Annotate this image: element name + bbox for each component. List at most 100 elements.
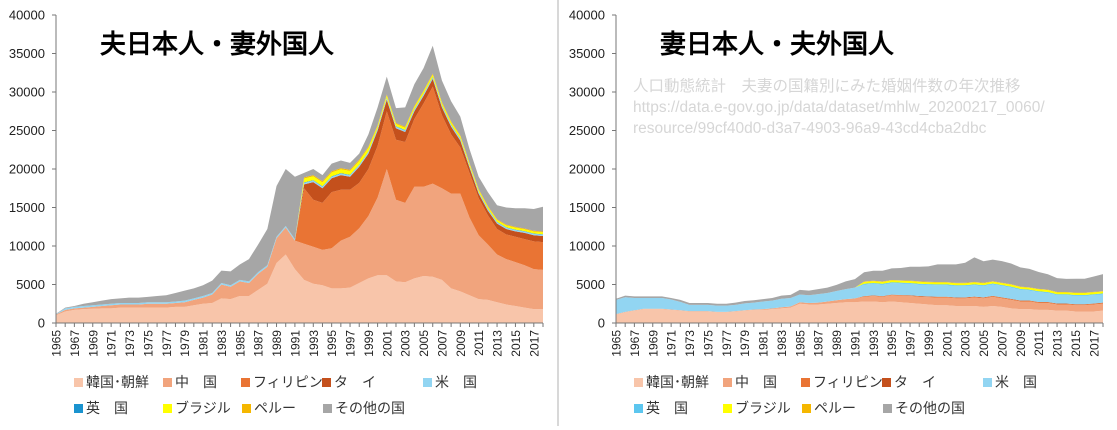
legend-item: フィリピン [241,372,323,392]
x-tick-label: 1999 [362,330,376,357]
legend-swatch [242,403,251,413]
x-tick-label: 1993 [307,330,321,357]
legend-label: ペルー [814,401,856,417]
y-tick-label: 15000 [9,200,45,215]
legend-label: タ イ [334,375,376,391]
legend-swatch [74,377,83,387]
x-tick-label: 1995 [325,330,339,357]
legend-label: タ イ [894,375,936,391]
legend-item: ブラジル [723,398,791,418]
legend-swatch [802,403,811,413]
y-tick-label: 20000 [9,162,45,177]
x-tick-label: 1995 [885,330,899,357]
x-tick-label: 2015 [1069,330,1083,357]
x-tick-label: 1969 [646,330,660,357]
legend-label: 米 国 [435,375,477,391]
legend-item: ペルー [802,398,856,418]
chart-husband-japanese: 0 5000 10000 15000 20000 25000 30000 35000 40000… [0,0,557,426]
legend-item: 英 国 [74,398,128,418]
legend-label: ペルー [254,401,296,417]
chart-plot: 0 5000 10000 15000 20000 25000 30000 35000 40000… [9,8,544,357]
x-tick-label: 1979 [738,330,752,357]
x-tick-label: 1967 [628,330,642,357]
legend-item: 中 国 [163,372,217,392]
area-series-0 [616,301,1103,323]
annotation-line: resource/99cf40d0-d3a7-4903-96a9-43cd4cb… [633,120,987,137]
x-tick-label: 1977 [720,330,734,357]
y-tick-label: 25000 [569,123,605,138]
y-tick-label: 35000 [9,46,45,61]
y-tick-label: 40000 [569,8,605,23]
legend-swatch [723,403,732,413]
x-tick-label: 2005 [977,330,991,357]
chart-plot: 0 5000 10000 15000 20000 25000 30000 35000 40000… [569,8,1104,357]
x-tick-label: 2017 [1087,330,1101,357]
legend-swatch [163,403,172,413]
legend-label: 中 国 [735,375,777,391]
area-series-2 [56,86,543,315]
x-tick-label: 1989 [270,330,284,357]
x-tick-label: 1997 [904,330,918,357]
area-series-1 [56,169,543,316]
area-series-8 [56,45,543,315]
x-tick-label: 1983 [215,330,229,357]
y-tick-label: 5000 [576,277,605,292]
x-tick-label: 2009 [454,330,468,357]
legend-item: ブラジル [163,398,231,418]
y-tick-label: 0 [598,316,605,331]
x-tick-label: 1991 [848,330,862,357]
x-tick-label: 1971 [665,330,679,357]
legend-label: その他の国 [335,401,405,417]
legend-swatch [323,403,332,413]
legend-swatch [983,377,992,387]
x-tick-label: 2015 [509,330,523,357]
annotation-line: https://data.e-gov.go.jp/data/dataset/mh… [633,99,1045,116]
x-tick-label: 1977 [160,330,174,357]
legend-item: 韓国･朝鮮 [634,372,709,392]
x-tick-label: 1993 [867,330,881,357]
x-tick-label: 2007 [995,330,1009,357]
x-tick-label: 1967 [68,330,82,357]
legend-item: 米 国 [983,372,1037,392]
legend-item: タ イ [882,372,936,392]
x-tick-label: 1987 [812,330,826,357]
legend-label: 中 国 [175,375,217,391]
x-tick-label: 2007 [435,330,449,357]
legend-label: 韓国･朝鮮 [86,375,149,391]
legend-swatch [723,377,732,387]
x-tick-label: 1983 [775,330,789,357]
x-tick-label: 1979 [178,330,192,357]
y-tick-label: 25000 [9,123,45,138]
y-tick-label: 40000 [9,8,45,23]
legend-label: ブラジル [175,401,231,417]
legend-item: その他の国 [323,398,405,418]
x-tick-label: 2003 [399,330,413,357]
x-tick-label: 1973 [683,330,697,357]
x-tick-label: 2013 [491,330,505,357]
legend-label: 米 国 [995,375,1037,391]
x-tick-label: 2001 [940,330,954,357]
x-tick-label: 2017 [527,330,541,357]
y-tick-label: 35000 [569,46,605,61]
x-tick-label: 2001 [380,330,394,357]
legend-swatch [74,403,83,413]
x-tick-label: 1973 [123,330,137,357]
legend-swatch [634,377,643,387]
legend-label: その他の国 [895,401,965,417]
y-tick-label: 10000 [569,239,605,254]
legend-item: 英 国 [634,398,688,418]
legend-swatch [882,377,891,387]
x-tick-label: 1985 [233,330,247,357]
x-tick-label: 1987 [252,330,266,357]
legend-item: タ イ [322,372,376,392]
x-tick-label: 1991 [288,330,302,357]
legend-label: 英 国 [646,401,688,417]
area-series-1 [616,295,1103,315]
area-series-4 [616,283,1103,315]
chart-title: 夫日本人・妻外国人 [100,30,335,60]
x-tick-label: 1999 [922,330,936,357]
x-tick-label: 1989 [830,330,844,357]
y-tick-label: 20000 [569,162,605,177]
chart-wife-japanese: 0 5000 10000 15000 20000 25000 30000 35000 40000… [560,0,1117,426]
x-tick-label: 2011 [472,330,486,356]
